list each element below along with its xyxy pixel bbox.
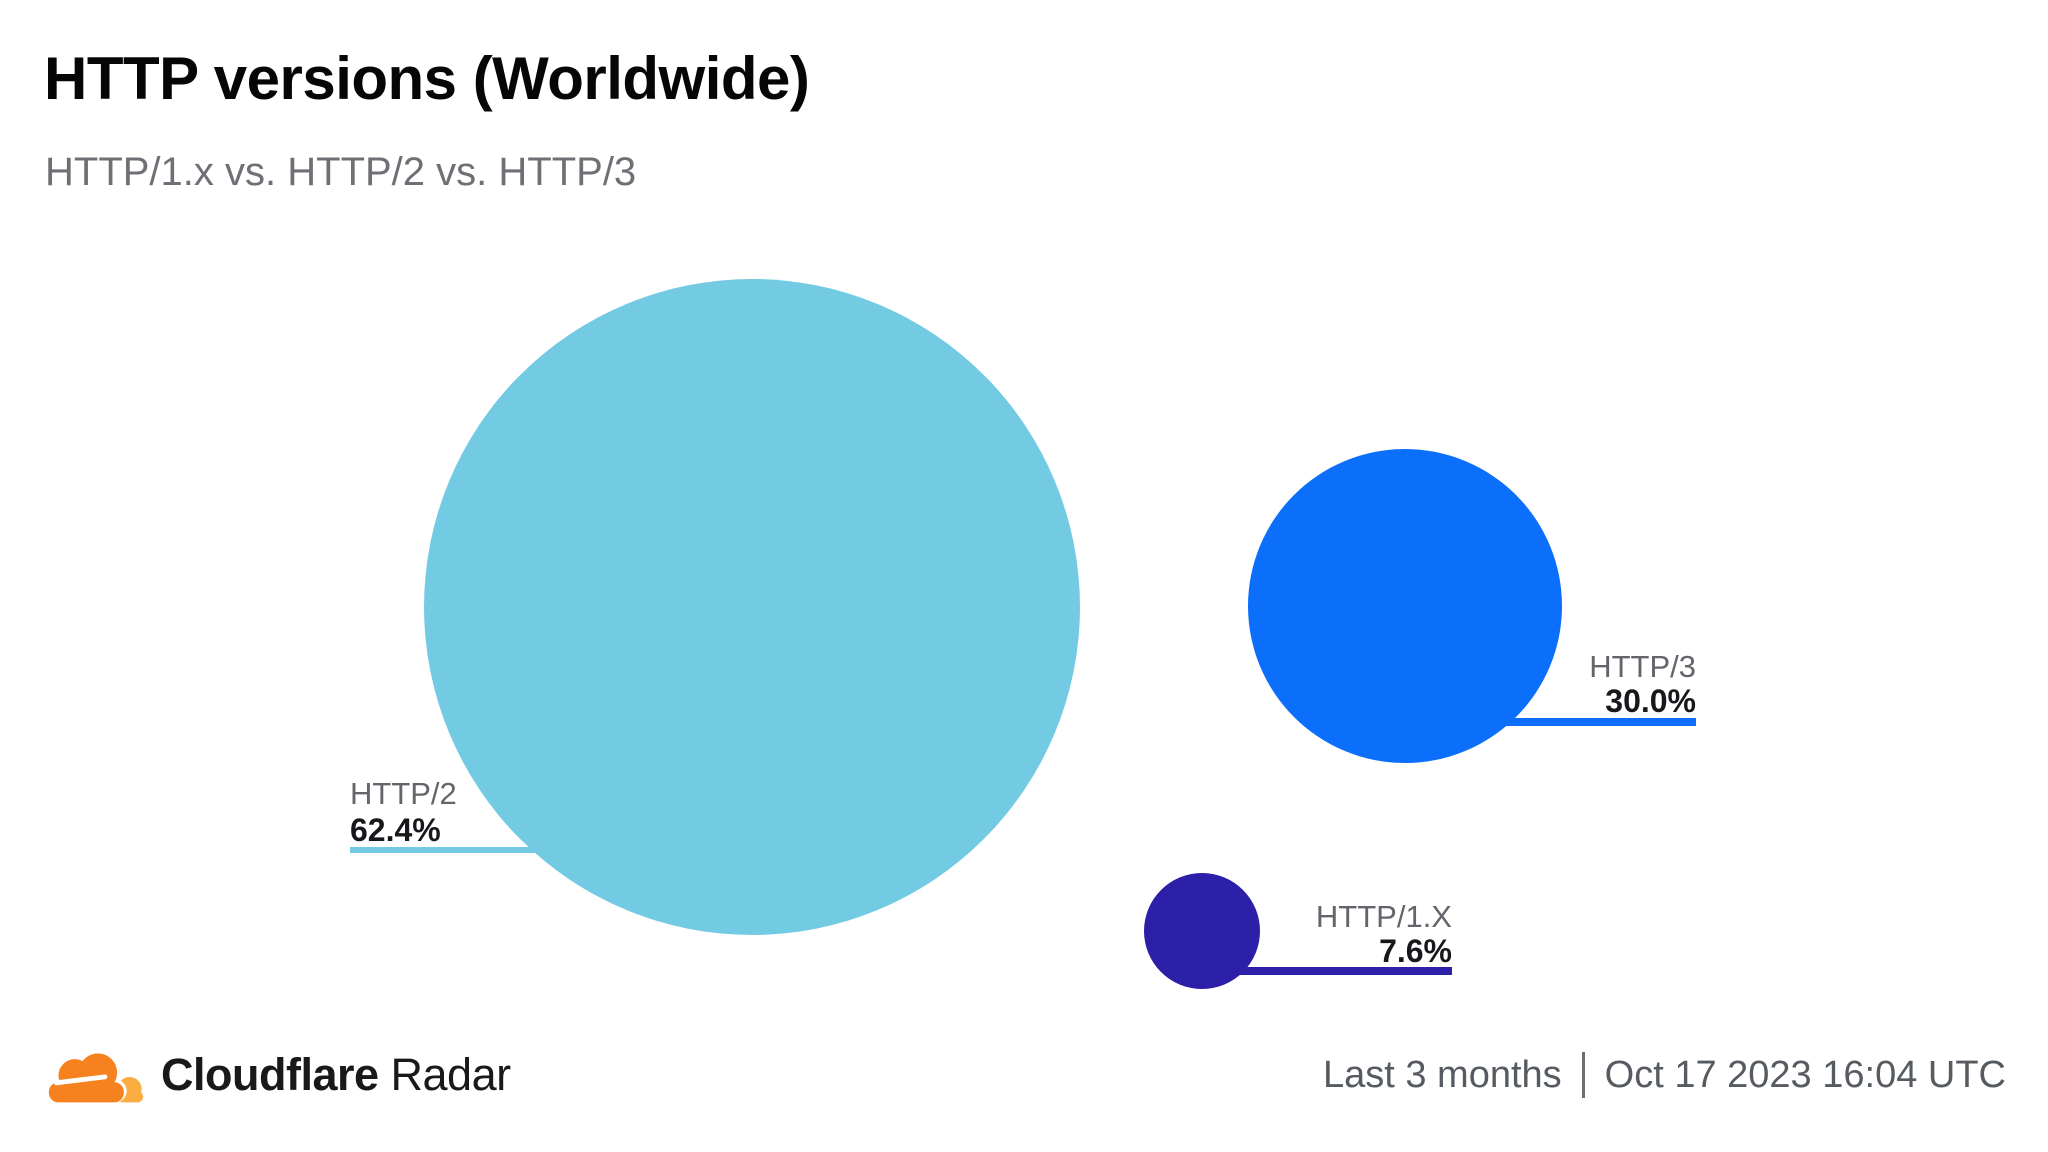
brand-cloudflare: Cloudflare (161, 1049, 379, 1100)
chart-subtitle: HTTP/1.x vs. HTTP/2 vs. HTTP/3 (45, 150, 637, 194)
cloud-swoosh (53, 1073, 108, 1085)
callout-http1x-label: HTTP/1.X (1315, 899, 1452, 934)
footer: Cloudflare Radar Last 3 months Oct 17 20… (45, 1042, 2006, 1108)
footer-period: Last 3 months (1322, 1053, 1562, 1096)
brand-radar: Radar (378, 1049, 512, 1100)
cloud-primary (48, 1052, 124, 1102)
chart-title: HTTP versions (Worldwide) (44, 45, 810, 112)
brand-wordmark: Cloudflare Radar (161, 1049, 511, 1101)
footer-meta: Last 3 months Oct 17 2023 16:04 UTC (1323, 1052, 2006, 1098)
callout-http3-label: HTTP/3 (1589, 649, 1696, 684)
cloudflare-cloud-icon (45, 1050, 144, 1102)
callout-http3-value: 30.0% (1605, 683, 1696, 719)
callout-http2: HTTP/2 62.4% (350, 775, 620, 853)
callout-http2-leader-line (350, 847, 620, 853)
callout-http3-leader-line (1460, 718, 1696, 726)
callout-http1x: HTTP/1.X 7.6% (1200, 899, 1452, 975)
bubble-http3[interactable] (1248, 449, 1562, 763)
callout-http2-value: 62.4% (350, 812, 441, 848)
callout-http3: HTTP/3 30.0% (1460, 649, 1696, 726)
cloudflare-radar-brand: Cloudflare Radar (45, 1047, 511, 1104)
callout-http1x-value: 7.6% (1379, 933, 1452, 969)
callout-http2-label: HTTP/2 (350, 776, 457, 811)
footer-divider (1581, 1052, 1585, 1098)
footer-timestamp: Oct 17 2023 16:04 UTC (1604, 1053, 2006, 1096)
bubble-http2[interactable] (424, 279, 1080, 935)
callout-http1x-leader-line (1200, 967, 1452, 975)
